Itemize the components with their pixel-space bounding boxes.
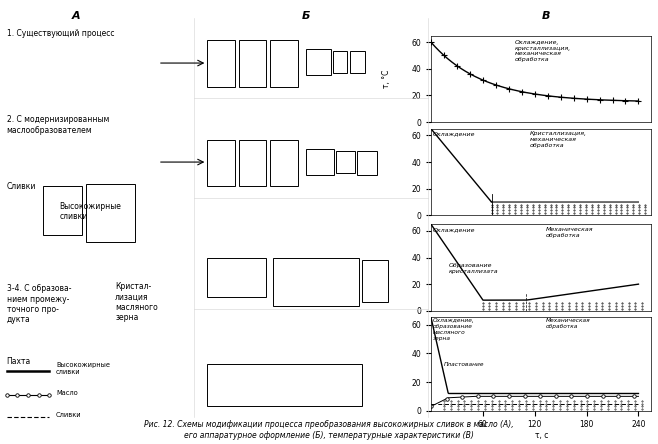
Text: Охлаждение,
кристаллизация,
механическая
обработка: Охлаждение, кристаллизация, механическая… — [515, 40, 571, 62]
Text: В: В — [542, 11, 550, 21]
Text: 1. Существующий процесс: 1. Существующий процесс — [7, 29, 114, 38]
Bar — [273, 258, 359, 306]
Text: Охлаждение,
образование
масляного
зерна: Охлаждение, образование масляного зерна — [433, 318, 475, 341]
Bar — [270, 40, 298, 87]
Text: Пахта: Пахта — [7, 357, 31, 366]
Text: Высокожирные
сливки: Высокожирные сливки — [59, 202, 121, 222]
Bar — [270, 140, 298, 186]
Text: Высокожирные
сливки: Высокожирные сливки — [56, 362, 110, 375]
Text: Рис. 12. Схемы модификации процесса преобразования высокожирных сливок в масло (: Рис. 12. Схемы модификации процесса прео… — [144, 420, 514, 429]
Text: Механическая
обработка: Механическая обработка — [545, 318, 590, 329]
Text: Кристал-
лизация
масляного
зерна: Кристал- лизация масляного зерна — [115, 282, 158, 322]
Bar — [350, 51, 365, 73]
Bar — [362, 260, 388, 302]
Text: Механическая
обработка: Механическая обработка — [545, 227, 593, 238]
Text: Пластование: Пластование — [444, 362, 485, 367]
Text: Кристаллизация,
механическая
обработка: Кристаллизация, механическая обработка — [530, 131, 587, 148]
Bar — [43, 186, 82, 235]
Text: А: А — [71, 11, 80, 21]
Text: Б: Б — [302, 11, 310, 21]
Bar — [207, 258, 266, 297]
Text: Сливки: Сливки — [7, 182, 36, 191]
Text: Охлаждение: Охлаждение — [433, 227, 476, 232]
Text: Сливки: Сливки — [56, 412, 82, 418]
Bar — [86, 184, 135, 242]
Bar — [357, 151, 377, 175]
Text: Образование
кристаллизата: Образование кристаллизата — [449, 263, 498, 274]
Text: 2. С модернизированным
маслообразователем: 2. С модернизированным маслообразователе… — [7, 115, 109, 135]
Bar — [333, 51, 347, 73]
Text: 3-4. С образова-
нием промежу-
точного про-
дукта: 3-4. С образова- нием промежу- точного п… — [7, 284, 71, 325]
Y-axis label: т, °C: т, °C — [382, 70, 392, 88]
Text: Охлаждение: Охлаждение — [433, 131, 476, 136]
Bar — [207, 364, 362, 406]
Bar — [306, 49, 331, 75]
Text: его аппаратурное оформление (Б), температурные характеристики (В): его аппаратурное оформление (Б), темпера… — [184, 432, 474, 440]
Text: Масло: Масло — [56, 390, 78, 396]
Bar — [239, 40, 266, 87]
Bar — [306, 149, 334, 175]
Bar — [239, 140, 266, 186]
X-axis label: τ, с: τ, с — [534, 431, 548, 440]
Bar — [207, 140, 235, 186]
Bar — [336, 151, 355, 173]
Bar — [207, 40, 235, 87]
